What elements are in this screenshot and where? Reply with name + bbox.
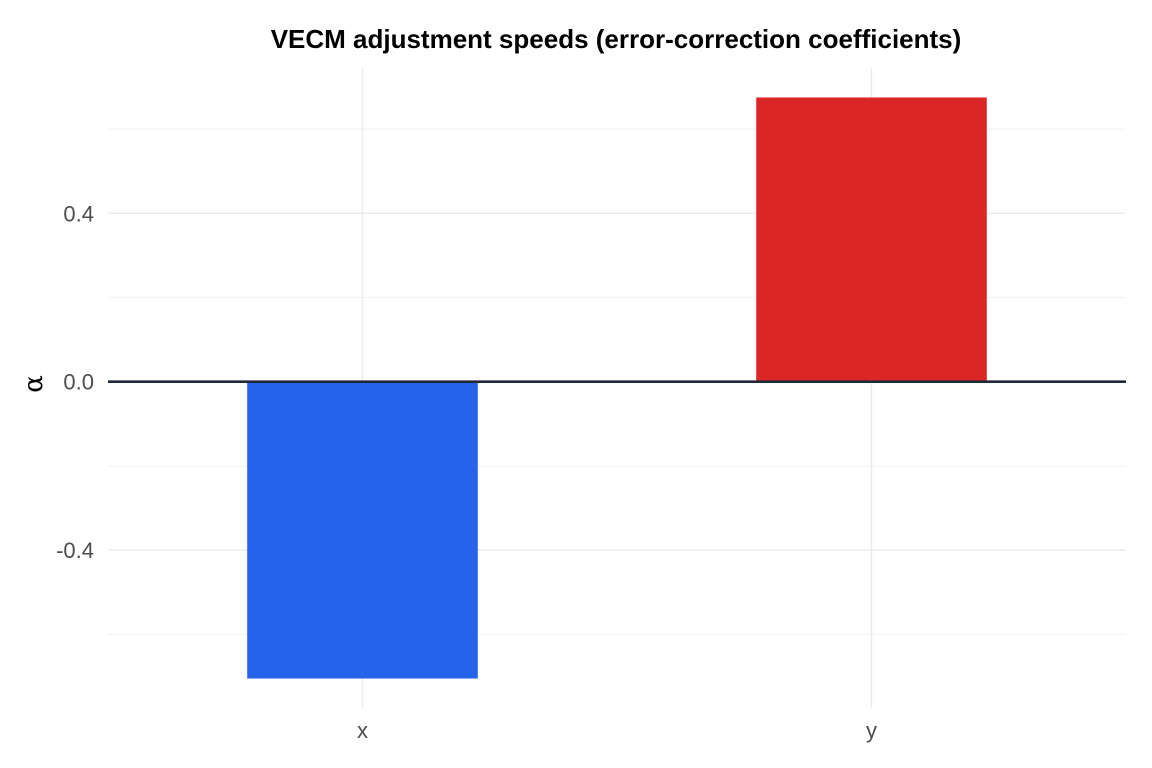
y-axis-ticks: -0.4 0.0 0.4 bbox=[56, 201, 94, 563]
bar-x bbox=[247, 381, 478, 679]
y-tick-label: 0.4 bbox=[63, 201, 94, 226]
bars bbox=[247, 97, 987, 679]
y-axis-label: α bbox=[19, 375, 49, 393]
y-tick-label: -0.4 bbox=[56, 538, 94, 563]
bar-y bbox=[756, 97, 987, 382]
y-tick-label: 0.0 bbox=[63, 370, 94, 395]
x-tick-label: x bbox=[357, 718, 368, 743]
chart-title: VECM adjustment speeds (error-correction… bbox=[271, 24, 962, 54]
x-tick-label: y bbox=[866, 718, 877, 743]
